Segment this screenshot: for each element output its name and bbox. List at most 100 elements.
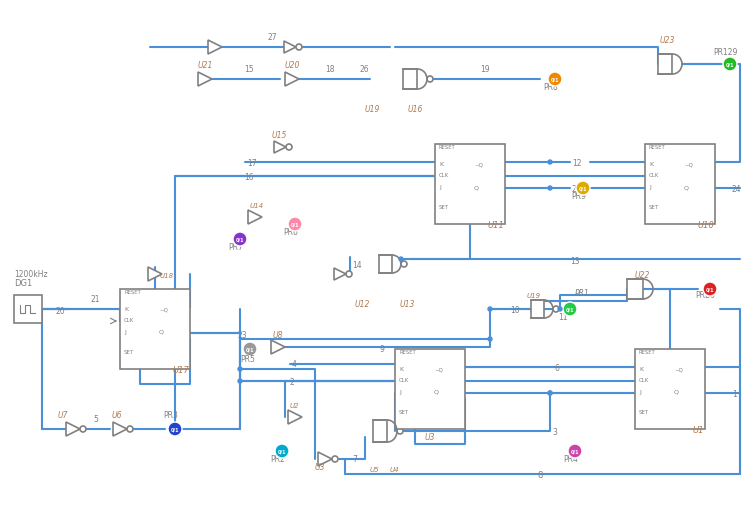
Circle shape: [238, 367, 242, 371]
Text: U2: U2: [290, 402, 299, 408]
Text: SET: SET: [439, 205, 449, 210]
Text: U10: U10: [697, 220, 714, 230]
Text: K: K: [649, 162, 653, 166]
Polygon shape: [288, 410, 302, 424]
Text: 0/1: 0/1: [550, 77, 559, 82]
Text: J: J: [124, 329, 126, 334]
Text: U22: U22: [635, 270, 650, 279]
Text: U11: U11: [487, 220, 504, 230]
Text: 25: 25: [572, 185, 581, 193]
Circle shape: [243, 343, 257, 356]
Circle shape: [80, 426, 86, 432]
Text: 10: 10: [510, 305, 520, 315]
Text: 0/1: 0/1: [571, 448, 579, 454]
Bar: [403, 70, 417, 90]
Text: PR4: PR4: [563, 454, 578, 463]
Polygon shape: [248, 211, 262, 224]
Text: K: K: [124, 306, 128, 312]
Polygon shape: [198, 73, 212, 87]
Text: K: K: [639, 366, 643, 371]
Text: ~Q: ~Q: [474, 162, 483, 166]
Circle shape: [332, 456, 338, 462]
Circle shape: [548, 391, 552, 395]
Text: RESET: RESET: [439, 145, 456, 150]
Text: RESET: RESET: [639, 349, 656, 354]
Circle shape: [548, 391, 552, 395]
Text: RESET: RESET: [124, 290, 141, 294]
Text: 7: 7: [352, 454, 357, 463]
Text: 11: 11: [558, 313, 568, 321]
Circle shape: [233, 233, 247, 246]
Bar: [120, 290, 190, 369]
Text: U16: U16: [408, 105, 423, 114]
Text: Q: Q: [159, 329, 164, 334]
Circle shape: [553, 306, 559, 313]
Circle shape: [548, 161, 552, 165]
Text: 9: 9: [380, 344, 385, 353]
Text: CLK: CLK: [439, 173, 449, 178]
Text: 0/1: 0/1: [235, 237, 244, 242]
Bar: [379, 256, 393, 273]
Text: 14: 14: [352, 261, 362, 269]
Text: Q: Q: [434, 389, 439, 394]
Text: CLK: CLK: [639, 377, 649, 382]
Text: 16: 16: [244, 173, 253, 182]
Text: U3: U3: [425, 432, 435, 441]
Text: U3: U3: [315, 462, 326, 471]
Text: U23: U23: [660, 36, 675, 45]
Bar: [14, 295, 42, 323]
Text: SET: SET: [649, 205, 659, 210]
Text: Q: Q: [684, 185, 689, 190]
Text: 24: 24: [732, 185, 741, 193]
Circle shape: [346, 271, 352, 277]
Circle shape: [548, 73, 562, 87]
Text: 27: 27: [268, 33, 277, 42]
Text: 0/1: 0/1: [566, 307, 575, 312]
Text: PR8: PR8: [543, 83, 558, 92]
Text: PR5: PR5: [240, 354, 255, 363]
Circle shape: [488, 337, 492, 342]
Text: 0/1: 0/1: [171, 427, 179, 432]
Text: 18: 18: [325, 65, 335, 74]
Text: 0/1: 0/1: [579, 186, 587, 191]
Bar: [531, 300, 544, 318]
Text: 26: 26: [360, 65, 370, 74]
Bar: [373, 420, 387, 442]
Circle shape: [399, 258, 403, 262]
Text: 23: 23: [237, 330, 247, 340]
Text: K: K: [439, 162, 443, 166]
Circle shape: [238, 379, 242, 383]
Text: U4: U4: [390, 466, 399, 472]
Bar: [635, 349, 705, 429]
Text: 12: 12: [572, 159, 581, 167]
Text: DG1: DG1: [14, 278, 32, 288]
Text: RESET: RESET: [649, 145, 666, 150]
Text: U12: U12: [355, 299, 371, 308]
Text: 8: 8: [538, 470, 543, 479]
Text: PR6: PR6: [283, 228, 298, 237]
Circle shape: [576, 182, 590, 195]
Polygon shape: [271, 341, 285, 354]
Bar: [627, 279, 643, 299]
Text: 0/1: 0/1: [246, 347, 254, 352]
Circle shape: [548, 187, 552, 191]
Text: U21: U21: [198, 61, 214, 70]
Circle shape: [296, 45, 302, 51]
Text: U7: U7: [58, 410, 68, 419]
Text: U19: U19: [527, 293, 541, 298]
Text: 0/1: 0/1: [277, 448, 287, 454]
Text: U18: U18: [160, 272, 174, 278]
Text: PR7: PR7: [228, 242, 243, 251]
Circle shape: [288, 217, 302, 232]
Polygon shape: [284, 42, 296, 54]
Circle shape: [127, 426, 133, 432]
Polygon shape: [148, 267, 162, 281]
Text: 1200kHz: 1200kHz: [14, 269, 47, 278]
Text: 15: 15: [244, 65, 253, 74]
Text: U17: U17: [172, 365, 189, 374]
Text: 0/1: 0/1: [726, 63, 734, 67]
Text: CLK: CLK: [124, 318, 135, 322]
Circle shape: [427, 77, 433, 83]
Text: ~Q: ~Q: [434, 366, 443, 371]
Polygon shape: [113, 422, 127, 436]
